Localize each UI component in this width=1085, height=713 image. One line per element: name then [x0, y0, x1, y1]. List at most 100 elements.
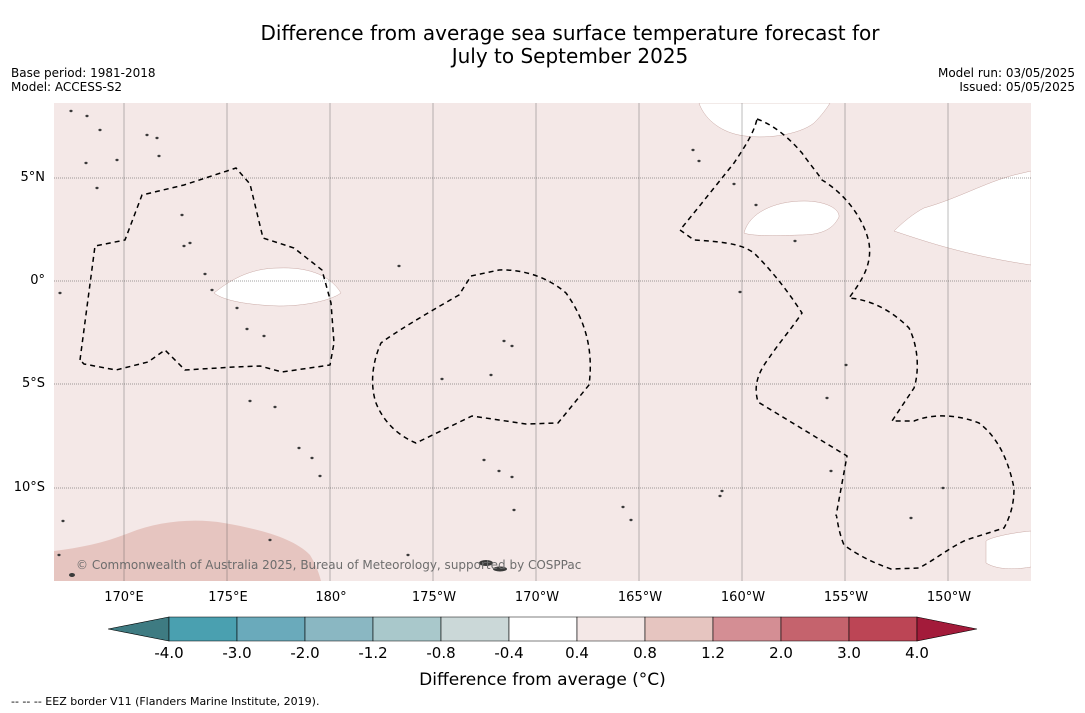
colorbar-segment [168, 616, 238, 642]
island [440, 377, 444, 381]
near-average-region-east [893, 170, 1031, 266]
lat-label-5n: 5°N [20, 170, 46, 185]
island [621, 505, 625, 509]
colorbar-tick: -2.0 [290, 644, 320, 662]
island [310, 456, 314, 460]
graticule [54, 103, 1031, 581]
island [85, 114, 89, 118]
eez-border-central [371, 269, 592, 444]
colorbar-tick: -0.8 [426, 644, 456, 662]
island [406, 553, 410, 557]
island [697, 159, 701, 163]
colorbar-lower-extension [108, 616, 170, 642]
island [318, 474, 322, 478]
island [157, 154, 161, 158]
island [502, 339, 506, 343]
island [115, 158, 119, 162]
island [297, 446, 301, 450]
title-line-2: July to September 2025 [451, 44, 689, 68]
warmer-anomaly-region [54, 520, 321, 581]
colorbar-segment [576, 616, 646, 642]
colorbar-upper-extension [916, 616, 978, 642]
eez-border-north-west [79, 167, 335, 373]
island [720, 489, 724, 493]
lon-label-150w: 150°W [926, 590, 972, 605]
colorbar-segment [372, 616, 442, 642]
island [482, 458, 486, 462]
lat-label-5s: 5°S [21, 376, 45, 391]
map-svg [54, 103, 1031, 581]
colorbar-tick: -4.0 [154, 644, 184, 662]
island [732, 182, 736, 186]
colorbar-tick: 4.0 [905, 644, 929, 662]
near-average-region-southeast [985, 530, 1031, 569]
colorbar-tick: -1.2 [358, 644, 388, 662]
island [84, 161, 88, 165]
lon-label-160w: 160°W [720, 590, 766, 605]
lon-label-155w: 155°W [823, 590, 869, 605]
model-name: Model: ACCESS-S2 [11, 80, 123, 94]
anomaly-background [54, 103, 1031, 581]
copyright-credit: © Commonwealth of Australia 2025, Bureau… [76, 558, 582, 572]
island [479, 560, 493, 566]
island [95, 186, 99, 190]
island [61, 519, 65, 523]
island [57, 553, 61, 557]
lon-label-170e: 170°E [104, 590, 144, 605]
island [510, 475, 514, 479]
island [793, 239, 797, 243]
eez-borders [79, 118, 1015, 570]
lon-label-165w: 165°W [617, 590, 663, 605]
island [245, 327, 249, 331]
island [397, 264, 401, 268]
colorbar-segment [304, 616, 374, 642]
title-line-1: Difference from average sea surface temp… [260, 21, 880, 45]
lat-label-10s: 10°S [13, 480, 45, 495]
lon-label-175w: 175°W [411, 590, 457, 605]
colorbar-tick: -0.4 [494, 644, 524, 662]
base-period: Base period: 1981-2018 [11, 66, 156, 80]
island [182, 244, 186, 248]
near-average-region-central [743, 200, 840, 236]
island [69, 573, 75, 577]
colorbar-segment [508, 616, 578, 642]
colorbar-tick: 0.8 [633, 644, 657, 662]
island [155, 136, 159, 140]
island [273, 405, 277, 409]
island [718, 494, 722, 498]
colorbar-tick: -3.0 [222, 644, 252, 662]
island [754, 203, 758, 207]
island [262, 334, 266, 338]
island [145, 133, 149, 137]
near-average-region-north [698, 103, 831, 138]
island [941, 486, 945, 490]
model-run: Model run: 03/05/2025 [937, 66, 1075, 80]
island [493, 566, 507, 572]
eez-legend: -- -- -- EEZ border V11 (Flanders Marine… [11, 695, 320, 708]
island [489, 373, 493, 377]
island [248, 399, 252, 403]
colorbar-tick: 0.4 [565, 644, 589, 662]
colorbar-segment [440, 616, 510, 642]
island [497, 469, 501, 473]
issued-date: Issued: 05/05/2025 [959, 80, 1075, 94]
island [180, 213, 184, 217]
colorbar-segment [236, 616, 306, 642]
island [825, 396, 829, 400]
lon-label-180: 180° [315, 590, 347, 605]
near-average-region-equator [213, 267, 342, 307]
lon-label-175e: 175°E [208, 590, 248, 605]
island [69, 109, 73, 113]
colorbar-tick: 2.0 [769, 644, 793, 662]
island [691, 148, 695, 152]
island [203, 272, 207, 276]
island [629, 518, 633, 522]
colorbar-segment [644, 616, 714, 642]
sst-anomaly-map[interactable] [54, 103, 1031, 581]
island [909, 516, 913, 520]
island [58, 291, 62, 295]
colorbar-segment [712, 616, 782, 642]
island [829, 469, 833, 473]
colorbar-segment [848, 616, 918, 642]
colorbar-title: Difference from average (°C) [419, 670, 666, 690]
